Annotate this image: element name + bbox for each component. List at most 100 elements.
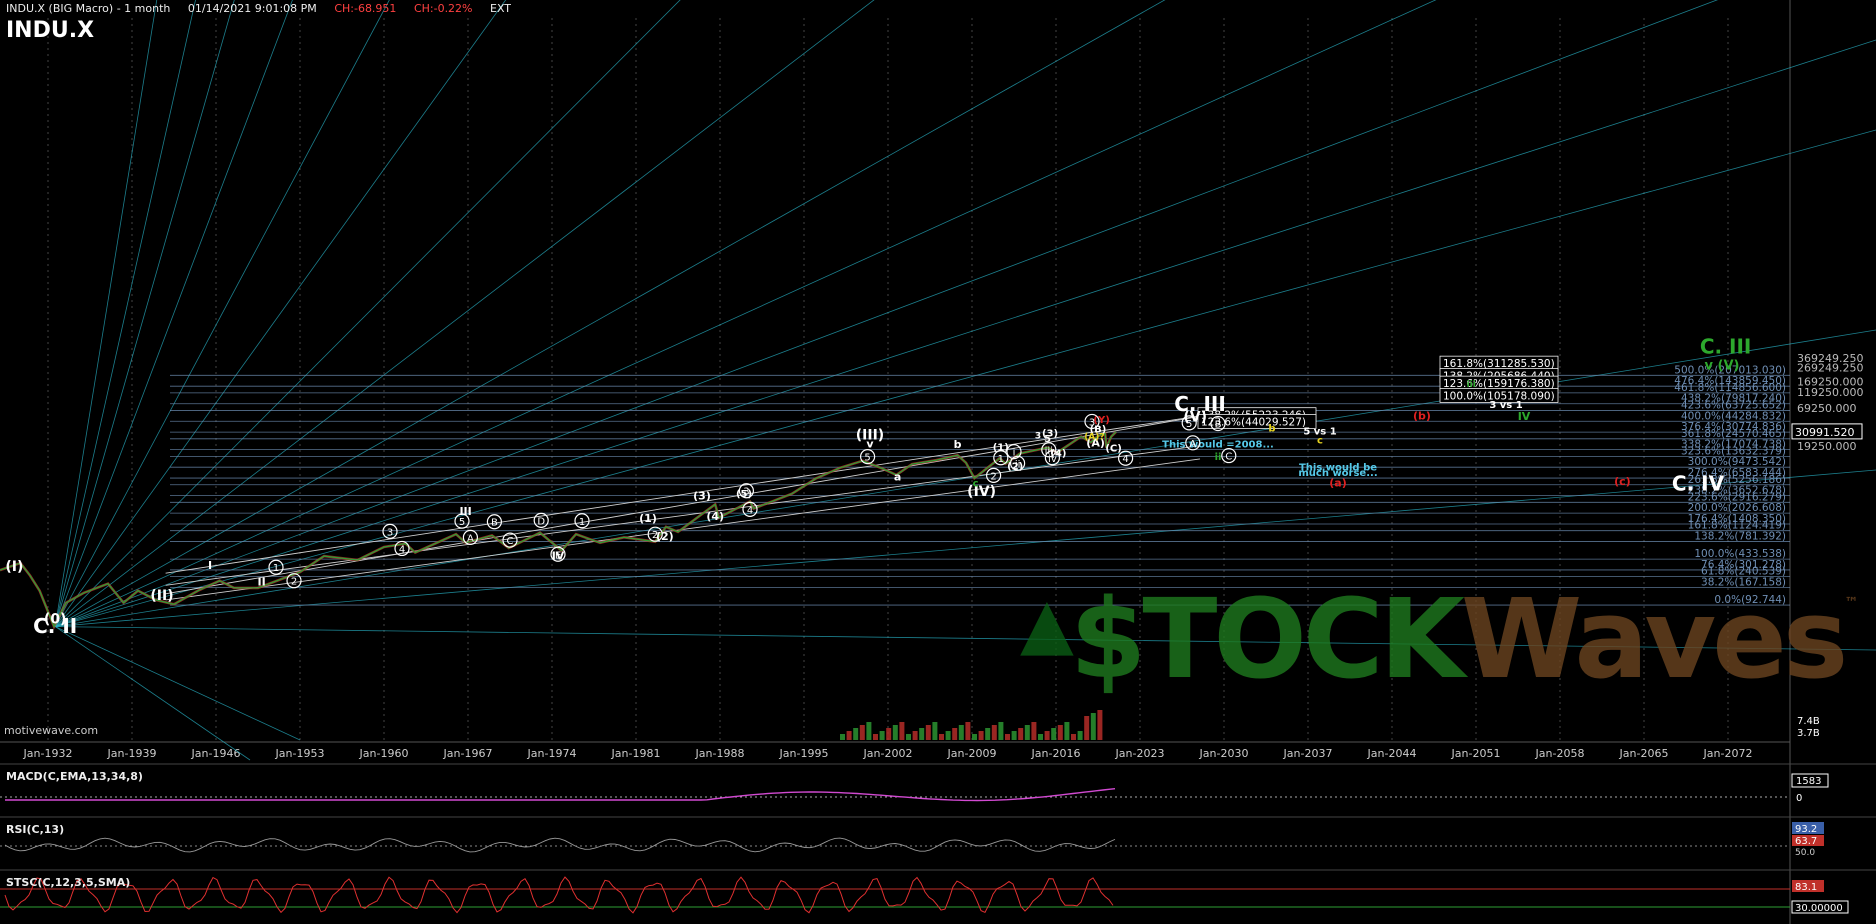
wave-circle (462, 529, 478, 545)
volume-bar (939, 734, 944, 740)
wave-circle (993, 450, 1009, 466)
fan-line (54, 0, 875, 627)
wave-label: (b) (1413, 409, 1431, 422)
x-tick-label: Jan-1988 (695, 747, 745, 760)
fib-level-label: 100.0%(433.538) (1694, 548, 1786, 560)
channel-line (165, 411, 1225, 574)
stsc-level-box (1791, 900, 1849, 914)
volume-bar (978, 731, 984, 740)
stsc-line (4, 876, 1114, 914)
wave-label: (2) (1007, 461, 1023, 472)
target-box-label: 161.8%(311285.530) (1443, 358, 1555, 370)
wave-label: C. IV (1672, 472, 1725, 496)
fib-level-label: 338.2%(17074.738) (1681, 439, 1786, 451)
x-tick-label: Jan-1960 (359, 747, 409, 760)
volume-bar (859, 725, 865, 740)
x-tick-label: Jan-1946 (191, 747, 241, 760)
fib-level-label: 276.4%(6583.444) (1688, 467, 1786, 479)
header-change-pct: CH:-0.22% (413, 2, 473, 15)
fan-line (55, 469, 1876, 627)
wave-label: 3 (1035, 431, 1041, 441)
fan-line (55, 129, 1876, 627)
volume-bar (1031, 722, 1037, 740)
wave-circle-label: B (1215, 420, 1222, 431)
x-tick-label: Jan-1939 (107, 747, 157, 760)
volume-bar (1097, 710, 1103, 740)
volume-bar (1044, 731, 1050, 740)
volume-bar (879, 731, 885, 740)
volume-bar (991, 725, 997, 740)
stsc-value-box (1792, 880, 1824, 892)
fib-level-label: 300.0%(9473.542) (1688, 456, 1786, 468)
wave-label: 5 (1044, 434, 1051, 445)
wave-label: (1) (993, 443, 1009, 454)
header-datetime: 01/14/2021 9:01:08 PM (187, 2, 317, 15)
wave-circle-label: C (1225, 452, 1232, 463)
x-tick-label: Jan-2065 (1619, 747, 1669, 760)
wave-circle (1044, 450, 1061, 466)
wave-circle-label: i (1013, 448, 1016, 459)
wave-label: much worse... (1298, 468, 1377, 479)
y-tick-label: 69250.000 (1797, 402, 1857, 415)
rsi-level: 50.0 (1795, 848, 1815, 858)
fib-level-label: 223.6%(2916.279) (1688, 491, 1786, 503)
watermark-tm: ™ (1844, 595, 1858, 611)
volume-bar (1064, 722, 1070, 740)
wave-label: b (1268, 423, 1275, 434)
wave-circle (1009, 455, 1026, 471)
wave-circle-label: A (1189, 439, 1196, 450)
macd-value: 1583 (1796, 776, 1821, 787)
volume-bar (945, 731, 951, 740)
volume-bar (1051, 728, 1057, 740)
wave-circle-label: 1 (273, 563, 279, 574)
rsi-value: 93.2 (1795, 824, 1817, 835)
wave-circle-label: ii (1015, 459, 1021, 470)
stsc-value: 83.1 (1795, 882, 1817, 893)
y-tick-label: 369249.250 (1797, 352, 1863, 365)
x-tick-label: Jan-2016 (1031, 747, 1081, 760)
volume-bar (925, 725, 931, 740)
wave-circle (738, 483, 755, 499)
wave-label: 3 vs 1 (1489, 400, 1522, 411)
wave-circle-label: iv (1048, 454, 1057, 465)
wave-circle (502, 532, 518, 548)
x-tick-label: Jan-1932 (23, 747, 73, 760)
volume-bar (866, 722, 872, 740)
x-tick-label: Jan-1974 (527, 747, 577, 760)
volume-bar (1024, 725, 1030, 740)
wave-label: (A) (1086, 436, 1105, 449)
wave-circle (985, 467, 1002, 483)
wave-circle-label: 3 (743, 487, 749, 498)
fib-level-label: 376.4%(30774.836) (1681, 421, 1786, 433)
chart-header: INDU.X (BIG Macro) - 1 month 01/14/2021 … (6, 2, 525, 15)
wave-label: (II) (150, 588, 173, 604)
wave-label: (IV) (967, 484, 996, 500)
wave-circle (1041, 442, 1057, 458)
chart-title: INDU.X (6, 18, 95, 43)
wave-label: ii (1215, 452, 1222, 463)
wave-circle (859, 449, 876, 465)
wave-label: (3) (693, 490, 711, 503)
x-tick-label: Jan-2002 (863, 747, 913, 760)
fan-line (55, 626, 1876, 651)
watermark-stock: $TOCK (1069, 575, 1465, 703)
wave-label: (5) (736, 489, 752, 500)
fib-level-label: 323.6%(13632.379) (1681, 445, 1786, 457)
wave-circle-label: 3 (1089, 417, 1095, 428)
x-tick-label: Jan-2044 (1367, 747, 1417, 760)
wave-label: a (894, 470, 901, 483)
wave-circle-label: 4 (747, 505, 753, 516)
volume-bar (1057, 725, 1063, 740)
wave-circle (268, 559, 284, 575)
wave-circle-label: B (491, 518, 498, 529)
price-series-line (0, 431, 1117, 629)
target-box-label: 123.6%(44029.527) (1201, 416, 1306, 428)
macd-label: MACD(C,EMA,13,34,8) (6, 770, 143, 783)
wave-circle (1117, 450, 1134, 466)
wave-label: (B) (1090, 424, 1107, 435)
fib-level-label: 0.0%(92.744) (1714, 594, 1786, 606)
wave-label: (4) (706, 510, 724, 523)
wave-circle-label: E (555, 550, 561, 561)
wave-circle (382, 523, 398, 539)
